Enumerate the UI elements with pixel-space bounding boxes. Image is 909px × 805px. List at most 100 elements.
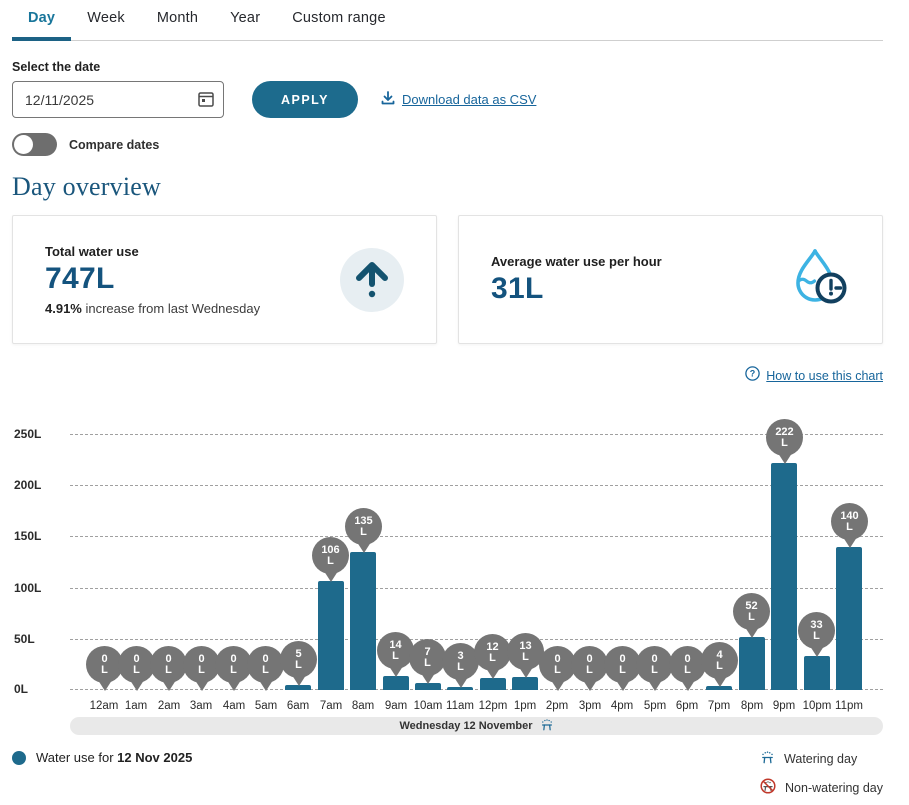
series-legend: Water use for 12 Nov 2025 xyxy=(12,750,192,765)
total-water-use-card: Total water use 747L 4.91% increase from… xyxy=(12,215,437,344)
date-band: Wednesday 12 November xyxy=(70,717,883,735)
tab-custom-range[interactable]: Custom range xyxy=(292,10,386,26)
card-title: Total water use xyxy=(45,243,139,259)
card-value: 31L xyxy=(491,271,544,305)
x-axis-tick: 10am xyxy=(413,700,443,712)
x-axis-tick: 5am xyxy=(254,700,278,712)
x-axis-tick: 10pm xyxy=(802,700,832,712)
card-title: Average water use per hour xyxy=(491,253,662,269)
legend-row: Water use for 12 Nov 2025 Watering day xyxy=(12,750,883,797)
compare-dates-toggle[interactable] xyxy=(12,133,57,156)
x-axis-tick: 11am xyxy=(446,700,474,712)
y-axis-tick: 250L xyxy=(14,427,42,441)
svg-text:?: ? xyxy=(750,369,756,379)
day-type-legend: Watering day Non-watering day xyxy=(760,750,883,797)
bar-7am xyxy=(318,581,344,690)
card-value: 747L xyxy=(45,261,115,295)
non-watering-day-icon xyxy=(760,778,776,797)
bar-chart-plot: 0L 50L 100L 150L 200L 250L 0 L 0 L 0 L 0 L 0 L 0 L 5 L 106 L 1… xyxy=(14,419,883,695)
value-pin-8am: 135 L xyxy=(345,508,382,545)
x-axis-tick: 9pm xyxy=(772,700,796,712)
x-axis-tick: 3pm xyxy=(578,700,602,712)
question-circle-icon: ? xyxy=(745,366,761,386)
y-axis-tick: 50L xyxy=(14,632,35,646)
apply-button[interactable]: APPLY xyxy=(252,81,358,118)
x-axis-tick: 7am xyxy=(319,700,343,712)
value-pin-1pm: 13 L xyxy=(507,633,544,670)
value-pin-9am: 14 L xyxy=(377,632,414,669)
tab-day[interactable]: Day xyxy=(12,0,72,41)
arrow-up-circle-icon xyxy=(340,247,404,312)
non-watering-day-label: Non-watering day xyxy=(785,780,883,795)
x-axis-tick: 1am xyxy=(124,700,148,712)
gridline-50L xyxy=(70,639,883,640)
value-pin-9pm: 222 L xyxy=(766,419,803,456)
date-field xyxy=(12,81,224,118)
value-pin-7am: 106 L xyxy=(312,537,349,574)
bar-11pm xyxy=(836,547,862,690)
x-axis-tick: 5pm xyxy=(643,700,667,712)
date-band-label: Wednesday 12 November xyxy=(399,720,533,732)
x-axis-tick: 4am xyxy=(222,700,246,712)
series-dot-icon xyxy=(12,750,26,765)
x-axis-tick: 8am xyxy=(351,700,375,712)
card-subtext-rest: increase from last Wednesday xyxy=(81,300,261,316)
tab-week[interactable]: Week xyxy=(87,10,125,26)
date-input[interactable] xyxy=(12,81,224,118)
how-to-row: ? How to use this chart xyxy=(0,366,883,386)
y-axis-tick: 0L xyxy=(14,682,29,696)
x-axis-tick: 6pm xyxy=(675,700,699,712)
how-to-use-chart-link[interactable]: How to use this chart xyxy=(766,369,883,383)
bar-9pm xyxy=(771,463,797,690)
x-axis-tick: 4pm xyxy=(610,700,634,712)
period-tabs: Day Week Month Year Custom range xyxy=(12,0,883,41)
download-csv-link[interactable]: Download data as CSV xyxy=(380,90,536,109)
overview-cards: Total water use 747L 4.91% increase from… xyxy=(12,215,883,344)
download-icon xyxy=(380,90,396,109)
watering-day-item: Watering day xyxy=(760,750,883,768)
value-pin-10pm: 33 L xyxy=(798,612,835,649)
card-subtext: 4.91% increase from last Wednesday xyxy=(45,301,260,316)
x-axis-tick: 12am xyxy=(89,700,119,712)
y-axis-tick: 100L xyxy=(14,581,42,595)
calendar-icon[interactable] xyxy=(197,90,215,113)
bar-8am xyxy=(350,552,376,690)
y-axis-tick: 200L xyxy=(14,478,42,492)
filter-row: APPLY Download data as CSV xyxy=(12,81,909,118)
series-legend-prefix: Water use for xyxy=(36,750,118,765)
x-axis-tick: 1pm xyxy=(513,700,537,712)
gridline-0L xyxy=(70,689,883,690)
bar-chart: 0L 50L 100L 150L 200L 250L 0 L 0 L 0 L 0 L 0 L 0 L 5 L 106 L 1… xyxy=(12,419,883,735)
x-axis-tick: 7pm xyxy=(707,700,731,712)
value-pin-11pm: 140 L xyxy=(831,503,868,540)
value-pin-8pm: 52 L xyxy=(733,593,770,630)
tab-month[interactable]: Month xyxy=(156,10,199,26)
tab-year[interactable]: Year xyxy=(230,10,261,26)
x-axis-labels: 12am 1am 2am 3am 4am 5am 6am 7am 8am 9am 10am 11am 1… xyxy=(70,690,883,717)
x-axis-tick: 3am xyxy=(189,700,213,712)
x-axis-tick: 6am xyxy=(286,700,310,712)
water-drop-clock-icon xyxy=(788,245,850,314)
non-watering-day-item: Non-watering day xyxy=(760,778,883,797)
y-axis-tick: 150L xyxy=(14,529,42,543)
watering-day-label: Watering day xyxy=(784,752,858,766)
toggle-knob xyxy=(14,135,33,154)
gridline-150L xyxy=(70,536,883,537)
x-axis-tick: 9am xyxy=(384,700,408,712)
download-link-text: Download data as CSV xyxy=(402,92,537,107)
gridline-250L xyxy=(70,434,883,435)
series-legend-text: Water use for 12 Nov 2025 xyxy=(36,750,192,765)
x-axis-tick: 11pm xyxy=(835,700,863,712)
